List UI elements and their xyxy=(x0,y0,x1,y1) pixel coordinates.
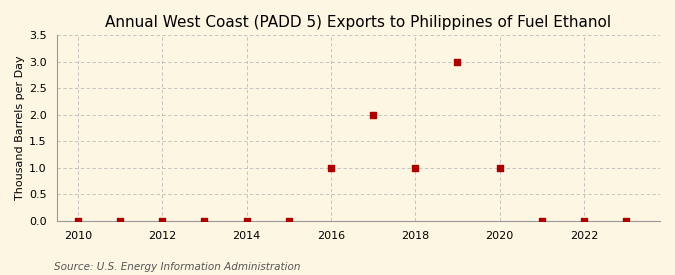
Point xyxy=(157,219,167,223)
Title: Annual West Coast (PADD 5) Exports to Philippines of Fuel Ethanol: Annual West Coast (PADD 5) Exports to Ph… xyxy=(105,15,612,30)
Point xyxy=(494,166,505,170)
Point xyxy=(199,219,210,223)
Point xyxy=(115,219,126,223)
Point xyxy=(241,219,252,223)
Text: Source: U.S. Energy Information Administration: Source: U.S. Energy Information Administ… xyxy=(54,262,300,272)
Point xyxy=(410,166,421,170)
Point xyxy=(452,60,463,64)
Y-axis label: Thousand Barrels per Day: Thousand Barrels per Day xyxy=(15,56,25,200)
Point xyxy=(325,166,336,170)
Point xyxy=(621,219,632,223)
Point xyxy=(284,219,294,223)
Point xyxy=(537,219,547,223)
Point xyxy=(578,219,589,223)
Point xyxy=(72,219,83,223)
Point xyxy=(368,113,379,117)
